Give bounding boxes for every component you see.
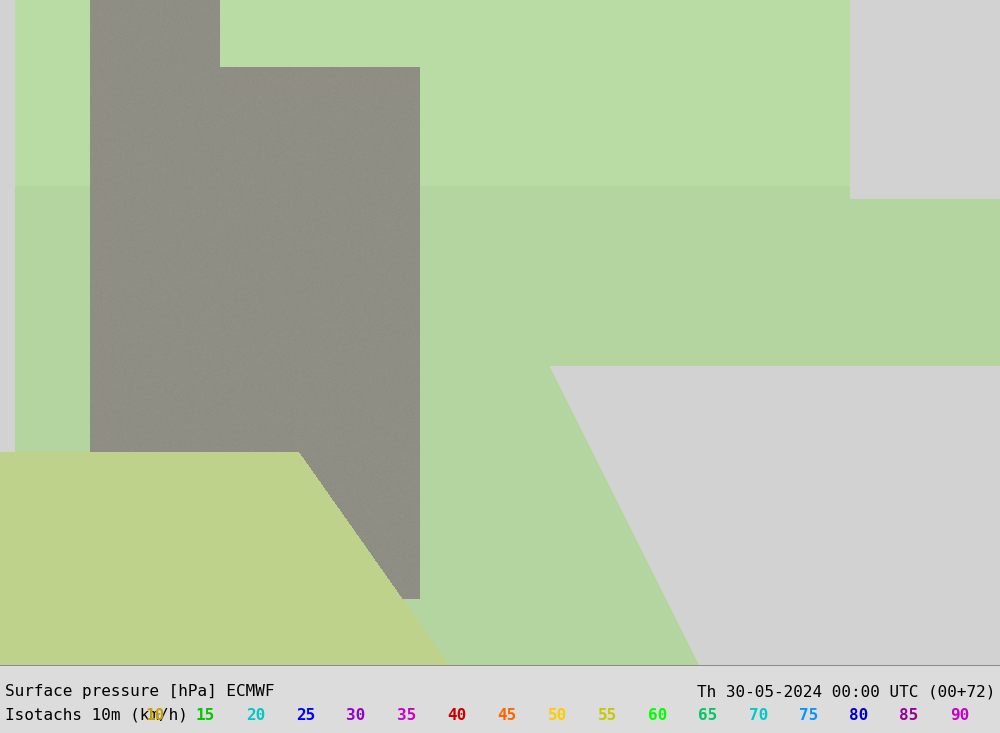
Text: 65: 65 bbox=[698, 708, 718, 723]
Text: 45: 45 bbox=[497, 708, 516, 723]
Text: 40: 40 bbox=[447, 708, 466, 723]
Text: 80: 80 bbox=[849, 708, 868, 723]
Text: 15: 15 bbox=[195, 708, 215, 723]
Text: 60: 60 bbox=[648, 708, 667, 723]
Text: 55: 55 bbox=[598, 708, 617, 723]
Text: 25: 25 bbox=[296, 708, 315, 723]
Text: Isotachs 10m (km/h): Isotachs 10m (km/h) bbox=[5, 708, 188, 723]
Text: 75: 75 bbox=[799, 708, 818, 723]
Text: Surface pressure [hPa] ECMWF: Surface pressure [hPa] ECMWF bbox=[5, 684, 274, 699]
Text: 10: 10 bbox=[145, 708, 164, 723]
Text: Th 30-05-2024 00:00 UTC (00+72): Th 30-05-2024 00:00 UTC (00+72) bbox=[697, 684, 995, 699]
Text: 90: 90 bbox=[950, 708, 969, 723]
Text: 70: 70 bbox=[749, 708, 768, 723]
Text: 20: 20 bbox=[246, 708, 265, 723]
Text: 50: 50 bbox=[547, 708, 567, 723]
Text: 35: 35 bbox=[397, 708, 416, 723]
Text: 85: 85 bbox=[899, 708, 919, 723]
Text: 30: 30 bbox=[346, 708, 366, 723]
